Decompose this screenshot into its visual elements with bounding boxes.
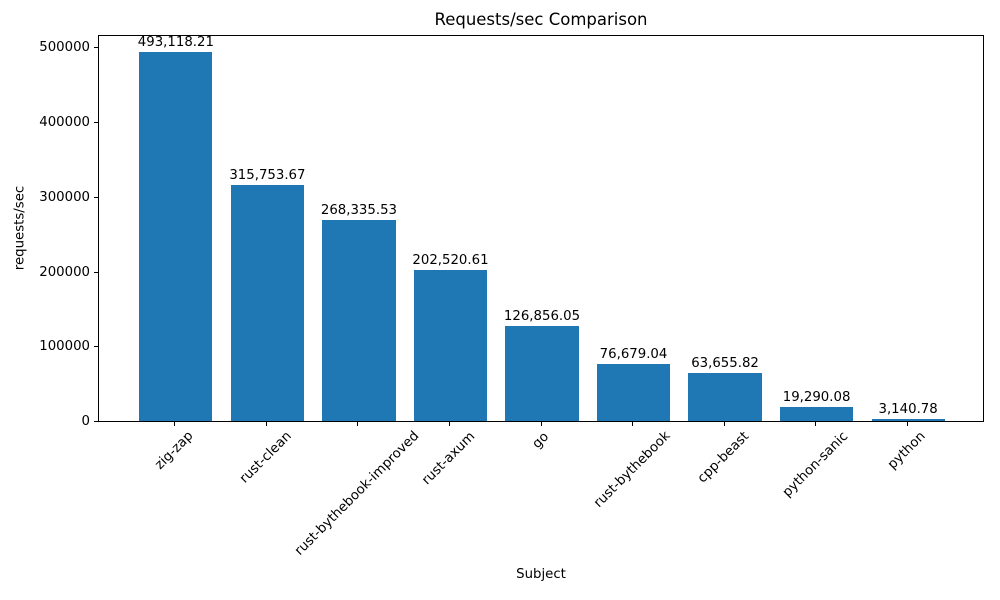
x-tick-mark (357, 422, 359, 426)
bar-rust-clean (230, 185, 305, 421)
bar-value-label: 76,679.04 (599, 346, 668, 362)
y-tick-mark (94, 421, 98, 422)
y-tick-label: 500000 (39, 40, 90, 56)
y-tick-label: 400000 (39, 115, 90, 131)
bar-value-label: 126,856.05 (503, 309, 581, 325)
x-tick-mark (723, 422, 725, 426)
x-tick-label-rust-axum: rust-axum (419, 428, 479, 488)
bar-go (505, 326, 579, 421)
x-tick-mark (265, 422, 267, 426)
y-tick-label: 0 (81, 414, 90, 429)
x-tick-label-rust-clean: rust-clean (237, 429, 295, 487)
y-tick-mark (94, 47, 98, 49)
plot-area: 493,118.21 315,753.67 268,335.53 202,520.61… (98, 35, 984, 422)
bar-python (871, 418, 945, 421)
x-tick-mark (448, 422, 450, 426)
bar-python-sanic (779, 406, 854, 421)
x-tick-label-go: go (529, 429, 552, 452)
x-tick-label-python-sanic: python-sanic (779, 429, 851, 501)
y-tick-label: 100000 (39, 339, 90, 355)
bar-rust-bythebook (596, 363, 671, 421)
x-tick-label-python: python (884, 429, 929, 473)
y-tick-mark (94, 196, 98, 198)
bar-value-label: 63,655.82 (691, 356, 759, 372)
bar-zig-zap (139, 52, 213, 421)
chart-title: Requests/sec Comparison (434, 10, 648, 29)
x-tick-mark (540, 422, 542, 426)
x-tick-mark (632, 422, 634, 426)
y-tick-label: 300000 (39, 189, 90, 205)
x-tick-mark (174, 422, 176, 426)
bar-value-label: 493,118.21 (137, 35, 214, 51)
bar-value-label: 202,520.61 (412, 252, 489, 268)
y-tick-mark (94, 122, 98, 124)
x-tick-mark (815, 422, 817, 426)
bar-value-label: 3,140.78 (878, 401, 938, 417)
x-tick-mark (906, 422, 908, 426)
x-tick-label-cpp-beast: cpp-beast (695, 429, 753, 487)
y-tick-mark (94, 271, 98, 273)
x-tick-label-rust-bythebook-improved: rust-bythebook-improved (292, 428, 423, 560)
x-tick-label-rust-bythebook: rust-bythebook (591, 428, 674, 512)
bar-value-label: 268,335.53 (320, 203, 398, 219)
bar-value-label: 19,290.08 (782, 389, 851, 405)
bar-rust-axum (413, 269, 488, 421)
bar-cpp-beast (688, 373, 762, 421)
bar-value-label: 315,753.67 (229, 168, 306, 183)
y-tick-mark (94, 346, 98, 348)
x-tick-label-zig-zap: zig-zap (152, 428, 197, 474)
y-tick-label: 200000 (39, 264, 90, 280)
x-axis-label: Subject (516, 567, 566, 582)
bar-rust-bythebook-improved (322, 220, 396, 421)
